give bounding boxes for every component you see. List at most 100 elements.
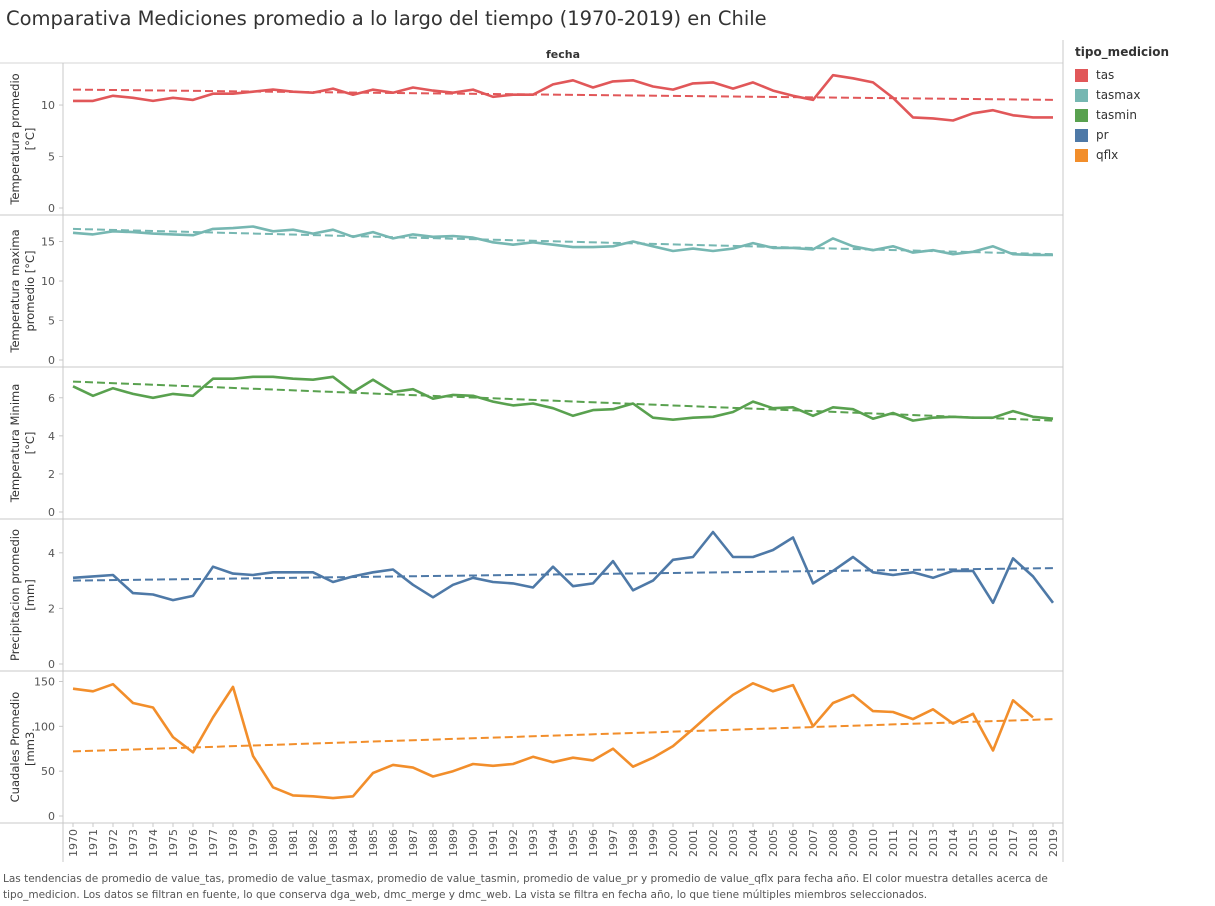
series-line-qflx[interactable]	[72, 682, 1034, 800]
x-tick-label: 1988	[427, 829, 440, 857]
x-tick-label: 2009	[847, 829, 860, 857]
x-tick-label: 1973	[127, 829, 140, 857]
y-tick-label: 5	[48, 151, 55, 164]
y-tick-label: 0	[48, 810, 55, 823]
x-tick-label: 2000	[667, 829, 680, 857]
legend-label: tasmin	[1096, 108, 1137, 122]
legend-swatch	[1075, 128, 1088, 142]
x-tick-label: 1994	[547, 829, 560, 857]
legend-swatch	[1075, 88, 1088, 102]
x-tick-label: 1978	[227, 829, 240, 857]
legend-item-tas[interactable]: tas	[1075, 65, 1169, 85]
legend-item-qflx[interactable]: qflx	[1075, 145, 1169, 165]
x-tick-label: 2004	[747, 829, 760, 857]
y-tick-label: 50	[41, 765, 55, 778]
x-tick-label: 1993	[527, 829, 540, 857]
legend-item-tasmin[interactable]: tasmin	[1075, 105, 1169, 125]
y-tick-label: 15	[41, 236, 55, 249]
x-tick-label: 2007	[807, 829, 820, 857]
y-tick-label: 0	[48, 658, 55, 671]
x-tick-label: 1975	[167, 829, 180, 857]
x-tick-label: 2015	[967, 829, 980, 857]
legend-swatch	[1075, 148, 1088, 162]
x-tick-label: 1977	[207, 829, 220, 857]
y-tick-label: 0	[48, 354, 55, 367]
y-tick-label: 5	[48, 315, 55, 328]
y-tick-label: 0	[48, 202, 55, 215]
series-line-tasmin[interactable]	[72, 375, 1054, 422]
legend: tipo_medicion tas tasmax tasmin pr qflx	[1075, 45, 1169, 165]
x-tick-label: 1995	[567, 829, 580, 857]
trend-line-tasmax	[72, 227, 1054, 256]
trend-line-tasmin	[72, 380, 1054, 422]
series-line-tas[interactable]	[73, 73, 1053, 122]
y-tick-label: 6	[48, 392, 55, 405]
x-tick-label: 1999	[647, 829, 660, 857]
legend-item-pr[interactable]: pr	[1075, 125, 1169, 145]
x-tick-label: 2001	[687, 829, 700, 857]
x-tick-label: 1990	[467, 829, 480, 857]
x-tick-label: 1970	[67, 829, 80, 857]
y-axis-title: Cuadales Promedio[mm3.	[8, 692, 37, 803]
trend-line-qflx	[72, 718, 1054, 753]
y-tick-label: 100	[34, 720, 55, 733]
y-tick-label: 4	[48, 547, 55, 560]
y-tick-label: 10	[41, 275, 55, 288]
x-tick-label: 2002	[707, 829, 720, 857]
x-tick-label: 2011	[887, 829, 900, 857]
y-tick-label: 10	[41, 99, 55, 112]
x-tick-label: 1996	[587, 829, 600, 857]
x-tick-label: 1980	[267, 829, 280, 857]
series-line-pr[interactable]	[72, 530, 1055, 605]
x-tick-label: 1979	[247, 829, 260, 857]
x-tick-label: 2006	[787, 829, 800, 857]
x-tick-label: 1986	[387, 829, 400, 857]
y-tick-label: 4	[48, 430, 55, 443]
x-tick-label: 2017	[1007, 829, 1020, 857]
y-tick-label: 2	[48, 602, 55, 615]
x-tick-label: 1984	[347, 829, 360, 857]
y-axis-title: Temperatura promedio[°C]	[8, 73, 37, 205]
legend-item-tasmax[interactable]: tasmax	[1075, 85, 1169, 105]
x-tick-label: 2003	[727, 829, 740, 857]
x-tick-label: 2016	[987, 829, 1000, 857]
legend-label: tas	[1096, 68, 1115, 82]
x-tick-label: 1983	[327, 829, 340, 857]
x-tick-label: 1997	[607, 829, 620, 857]
x-tick-label: 1992	[507, 829, 520, 857]
x-tick-label: 1982	[307, 829, 320, 857]
y-axis-title: Temperatura maximapromedio [°C]	[8, 229, 37, 353]
chart-title: Comparativa Mediciones promedio a lo lar…	[6, 7, 767, 30]
x-tick-label: 2019	[1047, 829, 1060, 857]
x-tick-label: 1985	[367, 829, 380, 857]
trend-line-pr	[72, 567, 1054, 582]
x-tick-label: 1971	[87, 829, 100, 857]
legend-swatch	[1075, 108, 1088, 122]
x-tick-label: 1991	[487, 829, 500, 857]
series-line-tasmax[interactable]	[72, 225, 1053, 257]
x-tick-label: 2013	[927, 829, 940, 857]
column-header: fecha	[546, 48, 580, 61]
y-axis-title: Precipitacion promedio[mm]	[8, 529, 37, 661]
x-tick-label: 1998	[627, 829, 640, 857]
trend-line-tas	[72, 88, 1054, 101]
legend-title: tipo_medicion	[1075, 45, 1170, 59]
x-tick-label: 2012	[907, 829, 920, 857]
legend-label: tasmax	[1096, 88, 1141, 102]
x-tick-label: 1976	[187, 829, 200, 857]
y-tick-label: 150	[34, 675, 55, 688]
x-tick-label: 1987	[407, 829, 420, 857]
y-tick-label: 2	[48, 468, 55, 481]
x-tick-label: 1972	[107, 829, 120, 857]
x-tick-label: 2014	[947, 829, 960, 857]
x-tick-label: 1989	[447, 829, 460, 857]
x-tick-label: 1974	[147, 829, 160, 857]
legend-label: pr	[1096, 128, 1109, 142]
legend-swatch	[1075, 68, 1088, 82]
x-tick-label: 1981	[287, 829, 300, 857]
caption: Las tendencias de promedio de value_tas,…	[3, 873, 1048, 901]
x-tick-label: 2005	[767, 829, 780, 857]
x-tick-label: 2010	[867, 829, 880, 857]
x-tick-label: 2008	[827, 829, 840, 857]
